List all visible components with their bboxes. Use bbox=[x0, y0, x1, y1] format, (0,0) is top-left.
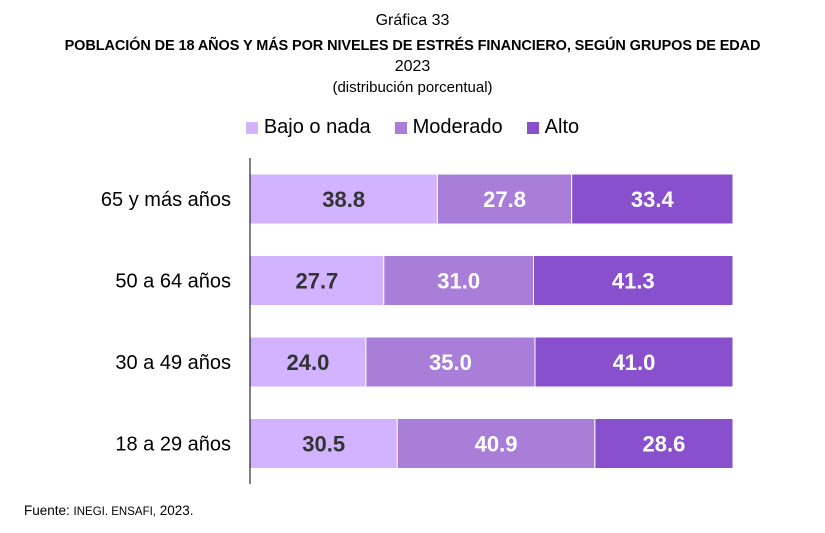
data-label: 40.9 bbox=[475, 432, 518, 457]
data-label: 31.0 bbox=[437, 269, 480, 294]
bar-segment bbox=[533, 255, 734, 306]
data-label: 33.4 bbox=[631, 187, 675, 212]
chart-label: Gráfica 33 bbox=[375, 12, 450, 29]
legend-label: Alto bbox=[544, 116, 580, 138]
legend-item-moderado: Moderado bbox=[394, 116, 503, 139]
source-label: Fuente: bbox=[24, 503, 70, 518]
data-label: 41.3 bbox=[612, 269, 655, 294]
chart-year: 2023 bbox=[394, 58, 431, 75]
source-year: 2023. bbox=[159, 503, 194, 518]
bar-segment bbox=[249, 255, 385, 306]
data-label: 27.7 bbox=[295, 269, 338, 294]
source-note: Fuente: INEGI. ENSAFI, 2023. bbox=[24, 503, 194, 518]
bar-segment bbox=[249, 336, 367, 388]
data-label: 35.0 bbox=[429, 350, 472, 375]
category-label: 65 y más años bbox=[101, 189, 231, 211]
data-label: 38.8 bbox=[322, 187, 365, 212]
data-label: 30.5 bbox=[302, 432, 345, 457]
data-label: 27.8 bbox=[483, 187, 526, 212]
legend-label: Moderado bbox=[412, 116, 503, 138]
legend: Bajo o nada Moderado Alto bbox=[0, 116, 825, 139]
legend-swatch bbox=[526, 121, 539, 134]
bar-segment bbox=[383, 255, 535, 306]
chart-title: POBLACIÓN DE 18 AÑOS Y MÁS POR NIVELES D… bbox=[64, 38, 761, 54]
legend-item-bajo: Bajo o nada bbox=[245, 116, 371, 139]
bar-segment bbox=[571, 173, 734, 225]
legend-swatch bbox=[394, 121, 407, 134]
legend-label: Bajo o nada bbox=[263, 116, 371, 138]
data-label: 24.0 bbox=[287, 350, 330, 375]
data-label: 41.0 bbox=[613, 350, 656, 375]
category-label: 50 a 64 años bbox=[115, 271, 231, 293]
bar-segment bbox=[249, 418, 398, 469]
data-label: 28.6 bbox=[643, 432, 686, 457]
bar-segment bbox=[534, 336, 734, 388]
source-org: INEGI. ENSAFI, bbox=[73, 506, 156, 518]
chart-subtitle: (distribución porcentual) bbox=[332, 79, 493, 96]
bar-segment bbox=[594, 418, 734, 469]
legend-item-alto: Alto bbox=[526, 116, 580, 139]
legend-swatch bbox=[245, 121, 258, 134]
category-label: 18 a 29 años bbox=[115, 434, 231, 456]
bar-segment bbox=[396, 418, 596, 469]
category-label: 30 a 49 años bbox=[115, 352, 231, 374]
